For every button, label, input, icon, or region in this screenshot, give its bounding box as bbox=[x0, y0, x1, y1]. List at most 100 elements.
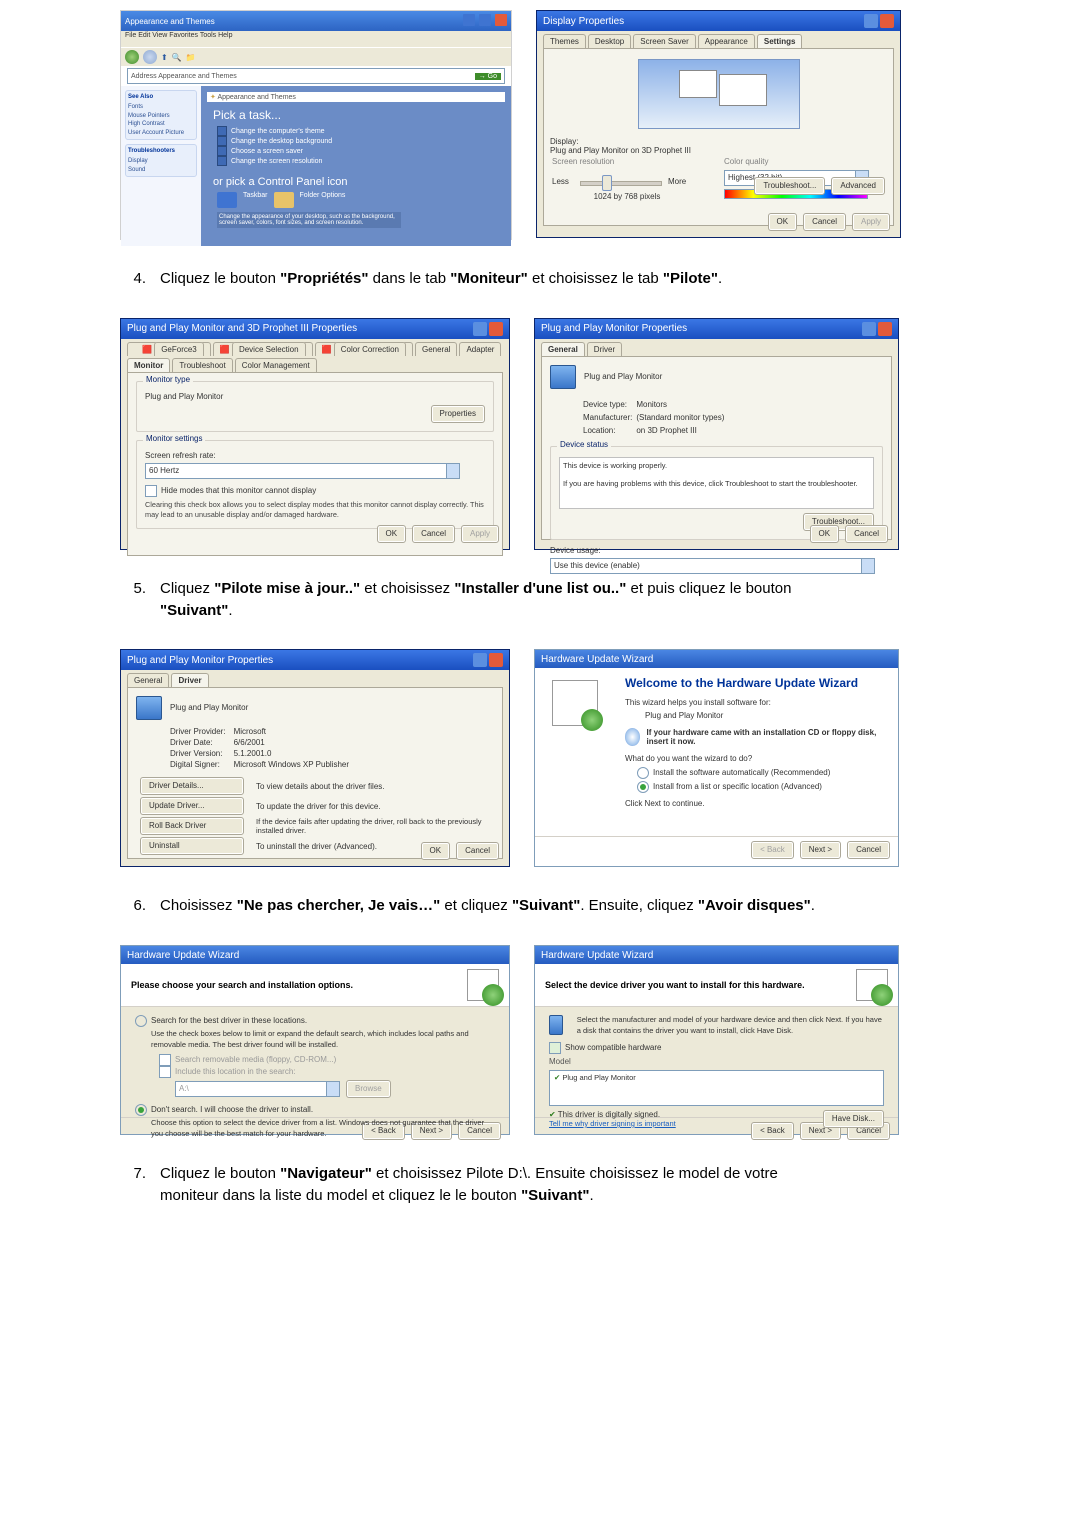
properties-button[interactable]: Properties bbox=[431, 405, 485, 423]
go-button[interactable]: → Go bbox=[475, 73, 501, 80]
cancel-button[interactable]: Cancel bbox=[456, 842, 499, 860]
tab-general[interactable]: General bbox=[541, 342, 585, 356]
checkbox-icon[interactable] bbox=[159, 1066, 171, 1078]
tab-general[interactable]: General bbox=[415, 342, 457, 356]
check-compatible[interactable]: Show compatible hardware bbox=[549, 1042, 884, 1054]
checkbox-icon[interactable] bbox=[549, 1042, 561, 1054]
pick-task-heading: Pick a task... bbox=[213, 108, 505, 122]
cancel-button[interactable]: Cancel bbox=[845, 525, 888, 543]
tab-appearance[interactable]: Appearance bbox=[698, 34, 755, 48]
maximize-icon[interactable] bbox=[479, 14, 491, 26]
ok-button[interactable]: OK bbox=[768, 213, 798, 231]
radio-icon[interactable] bbox=[135, 1015, 147, 1027]
help-icon[interactable] bbox=[473, 653, 487, 667]
hardware-wizard-select-driver: Hardware Update Wizard Select the device… bbox=[534, 945, 899, 1135]
checkbox-icon[interactable] bbox=[145, 485, 157, 497]
close-icon[interactable] bbox=[489, 653, 503, 667]
sidebar-link[interactable]: High Contrast bbox=[128, 120, 194, 128]
checkbox-icon[interactable] bbox=[159, 1054, 171, 1066]
driver-details-button[interactable]: Driver Details... bbox=[140, 777, 244, 795]
tab-themes[interactable]: Themes bbox=[543, 34, 586, 48]
tab-device-selection[interactable]: 🟥 Device Selection bbox=[213, 342, 313, 356]
sidebar-link[interactable]: Fonts bbox=[128, 103, 194, 111]
apply-button[interactable]: Apply bbox=[852, 213, 890, 231]
task-link[interactable]: Change the desktop background bbox=[217, 136, 505, 146]
slider-thumb[interactable] bbox=[602, 175, 612, 191]
update-driver-button[interactable]: Update Driver... bbox=[140, 797, 244, 815]
taskbar-icon[interactable] bbox=[217, 192, 237, 208]
sidebar-link[interactable]: User Account Picture bbox=[128, 129, 194, 137]
folders-icon[interactable]: 📁 bbox=[186, 53, 196, 62]
next-button[interactable]: Next > bbox=[800, 841, 841, 859]
radio-auto[interactable]: Install the software automatically (Reco… bbox=[637, 767, 888, 779]
refresh-combo[interactable]: 60 Hertz bbox=[145, 463, 460, 479]
minimize-icon[interactable] bbox=[463, 14, 475, 26]
back-icon[interactable] bbox=[125, 50, 139, 64]
tab-color-management[interactable]: Color Management bbox=[235, 358, 317, 372]
troubleshoot-button[interactable]: Troubleshoot... bbox=[754, 177, 825, 195]
check-removable[interactable]: Search removable media (floppy, CD-ROM..… bbox=[159, 1054, 495, 1066]
task-link[interactable]: Change the computer's theme bbox=[217, 126, 505, 136]
have-disk-button[interactable]: Have Disk... bbox=[823, 1110, 884, 1128]
tabs: 🟥 GeForce3 🟥 Device Selection 🟥 Color Co… bbox=[121, 339, 509, 372]
field-label: Device type: bbox=[582, 399, 633, 410]
task-link[interactable]: Change the screen resolution bbox=[217, 156, 505, 166]
apply-button[interactable]: Apply bbox=[461, 525, 499, 543]
radio-dont-search[interactable]: Don't search. I will choose the driver t… bbox=[135, 1104, 495, 1116]
hide-modes-row[interactable]: Hide modes that this monitor cannot disp… bbox=[145, 485, 485, 497]
tab-settings[interactable]: Settings bbox=[757, 34, 803, 48]
menu-bar[interactable]: File Edit View Favorites Tools Help bbox=[121, 31, 511, 47]
cancel-button[interactable]: Cancel bbox=[803, 213, 846, 231]
close-icon[interactable] bbox=[880, 14, 894, 28]
resolution-slider[interactable] bbox=[580, 181, 662, 186]
radio-icon[interactable] bbox=[135, 1104, 147, 1116]
ok-button[interactable]: OK bbox=[377, 525, 407, 543]
close-icon[interactable] bbox=[489, 322, 503, 336]
close-icon[interactable] bbox=[878, 322, 892, 336]
sidebar-link[interactable]: Sound bbox=[128, 166, 194, 174]
ok-button[interactable]: OK bbox=[421, 842, 451, 860]
cancel-button[interactable]: Cancel bbox=[847, 841, 890, 859]
tab-driver[interactable]: Driver bbox=[171, 673, 208, 687]
check-location[interactable]: Include this location in the search: bbox=[159, 1066, 495, 1078]
path-combo[interactable]: A:\ bbox=[175, 1081, 340, 1097]
cancel-button[interactable]: Cancel bbox=[412, 525, 455, 543]
tab-desktop[interactable]: Desktop bbox=[588, 34, 631, 48]
category-header: ✦ Appearance and Themes bbox=[207, 92, 505, 102]
back-button[interactable]: < Back bbox=[751, 841, 794, 859]
ok-button[interactable]: OK bbox=[810, 525, 840, 543]
task-link[interactable]: Choose a screen saver bbox=[217, 146, 505, 156]
tab-geforce[interactable]: 🟥 GeForce3 bbox=[127, 342, 211, 356]
tab-screensaver[interactable]: Screen Saver bbox=[633, 34, 695, 48]
sidebar-link[interactable]: Display bbox=[128, 157, 194, 165]
rollback-driver-button[interactable]: Roll Back Driver bbox=[140, 817, 244, 835]
help-icon[interactable] bbox=[862, 322, 876, 336]
address-bar[interactable]: Address Appearance and Themes → Go bbox=[127, 68, 505, 84]
radio-icon[interactable] bbox=[637, 767, 649, 779]
radio-list[interactable]: Install from a list or specific location… bbox=[637, 781, 888, 793]
radio-icon[interactable] bbox=[637, 781, 649, 793]
uninstall-button[interactable]: Uninstall bbox=[140, 837, 244, 855]
tab-general[interactable]: General bbox=[127, 673, 169, 687]
model-list[interactable]: ✔ Plug and Play Monitor bbox=[549, 1070, 884, 1106]
help-icon[interactable] bbox=[864, 14, 878, 28]
field-label: Driver Version: bbox=[166, 748, 230, 759]
tab-troubleshoot[interactable]: Troubleshoot bbox=[172, 358, 232, 372]
sidebar-link[interactable]: Mouse Pointers bbox=[128, 112, 194, 120]
advanced-button[interactable]: Advanced bbox=[831, 177, 885, 195]
tab-color-correction[interactable]: 🟥 Color Correction bbox=[315, 342, 413, 356]
tab-monitor[interactable]: Monitor bbox=[127, 358, 170, 372]
help-icon[interactable] bbox=[473, 322, 487, 336]
browse-button[interactable]: Browse bbox=[346, 1080, 391, 1098]
search-icon[interactable]: 🔍 bbox=[172, 53, 182, 62]
forward-icon[interactable] bbox=[143, 50, 157, 64]
device-usage-combo[interactable]: Use this device (enable) bbox=[550, 558, 875, 574]
general-tab-pane: Plug and Play Monitor Device type:Monito… bbox=[541, 356, 892, 540]
tab-adapter[interactable]: Adapter bbox=[459, 342, 501, 356]
folder-options-icon[interactable] bbox=[274, 192, 294, 208]
signing-link[interactable]: Tell me why driver signing is important bbox=[549, 1119, 676, 1128]
tab-driver[interactable]: Driver bbox=[587, 342, 622, 356]
radio-search[interactable]: Search for the best driver in these loca… bbox=[135, 1015, 495, 1027]
up-icon[interactable]: ⬆ bbox=[161, 53, 168, 62]
close-icon[interactable] bbox=[495, 14, 507, 26]
